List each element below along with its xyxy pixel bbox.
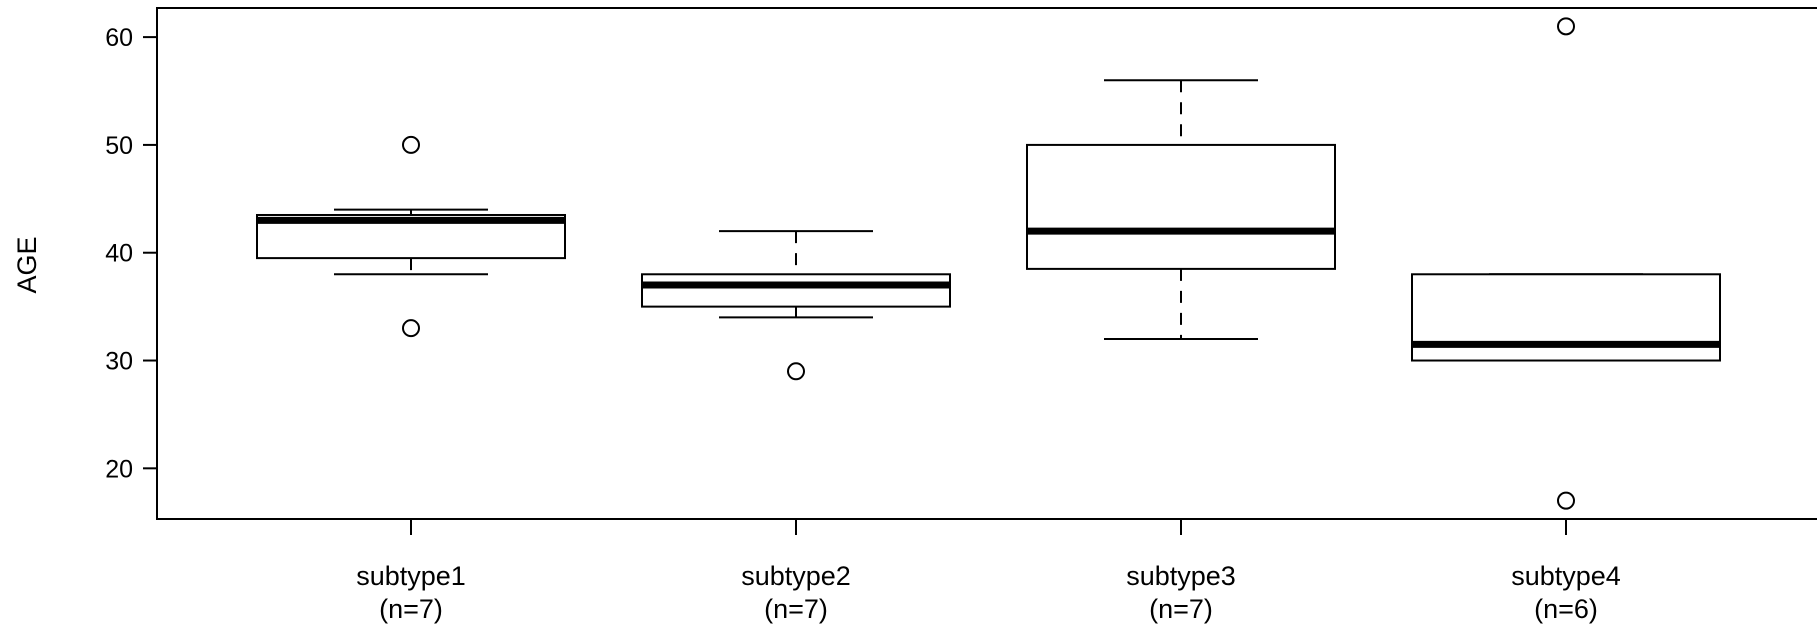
box-group [1026,79,1336,340]
x-tick-label: subtype3 [1126,561,1236,591]
x-tick-count-label: (n=6) [1534,594,1598,624]
x-tick-count-label: (n=7) [379,594,443,624]
x-tick-label: subtype4 [1511,561,1621,591]
boxes [256,17,1721,510]
y-axis-label: AGE [12,236,42,293]
iqr-box [1026,143,1336,270]
y-tick-label: 50 [105,132,133,160]
iqr-box [641,273,951,308]
y-tick-label: 60 [105,24,133,52]
x-tick-count-label: (n=7) [1149,594,1213,624]
outlier-point [402,319,420,338]
y-axis: 20 30 40 50 60 [105,24,157,483]
x-axis: subtype1(n=7)subtype2(n=7)subtype3(n=7)s… [356,519,1621,624]
x-tick-count-label: (n=7) [764,594,828,624]
x-tick-label: subtype1 [356,561,466,591]
outlier-point [1557,17,1575,36]
plot-frame [156,7,1817,520]
outlier-point [402,135,420,154]
x-tick-label: subtype2 [741,561,851,591]
outlier-point [1557,491,1575,510]
y-tick-label: 20 [105,455,133,483]
y-tick-label: 40 [105,240,133,268]
y-tick-label: 30 [105,348,133,376]
outlier-point [787,362,805,381]
box-group [256,135,566,338]
box-group [1411,17,1721,510]
box-group [641,230,951,381]
